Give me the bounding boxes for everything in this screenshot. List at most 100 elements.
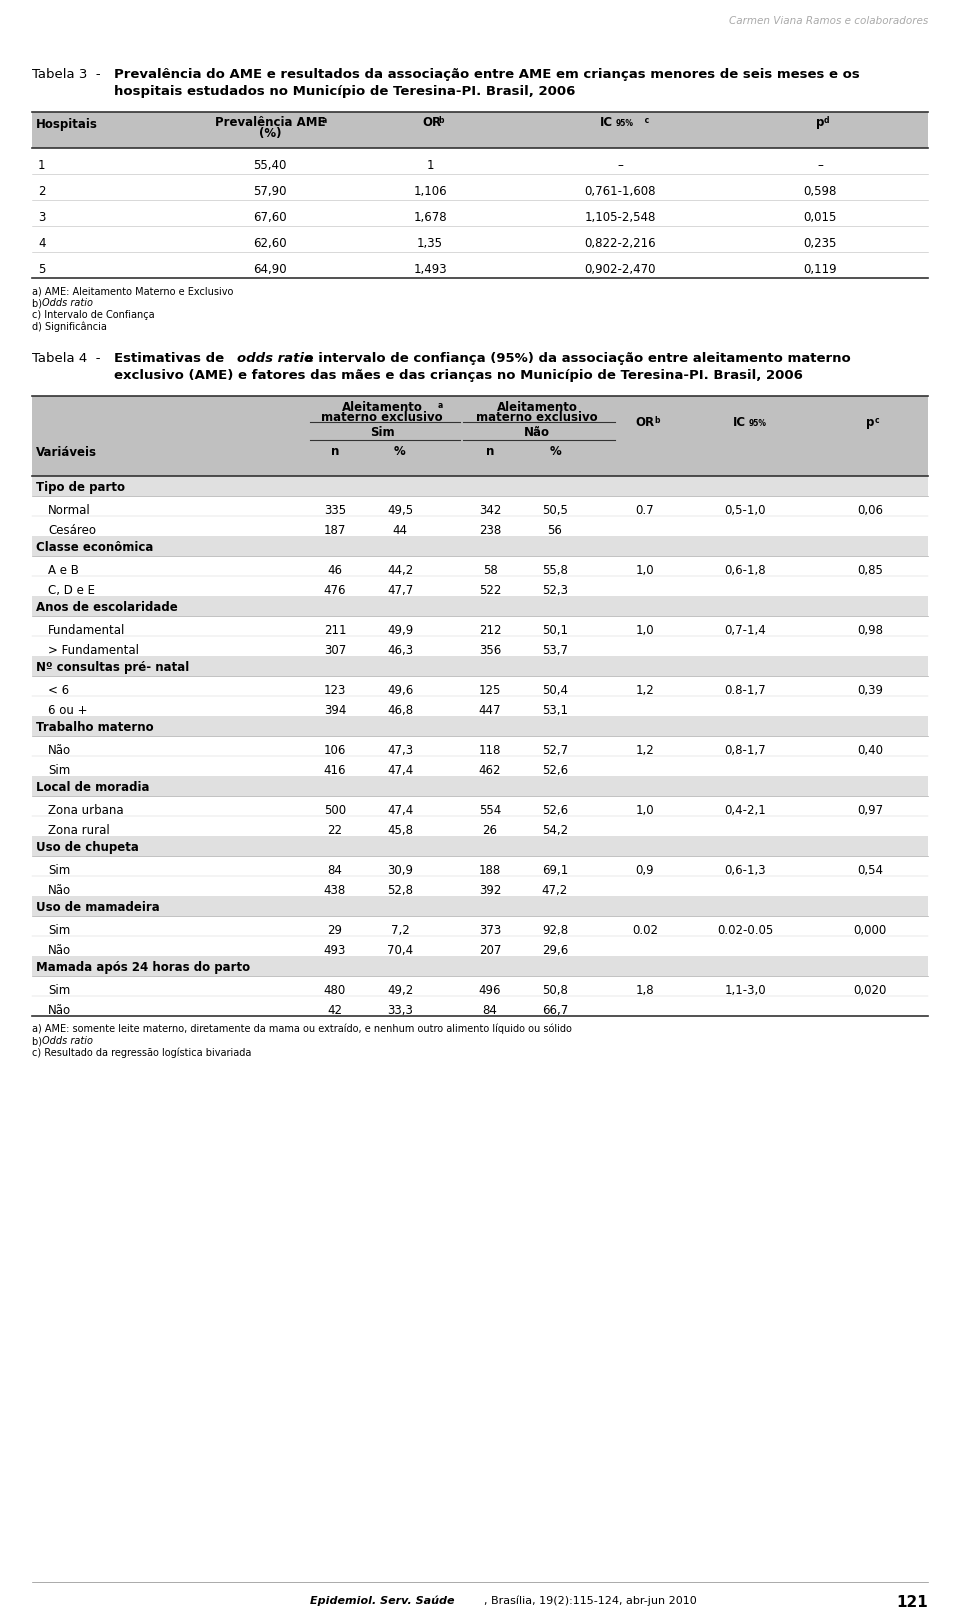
Text: Tabela 4  -: Tabela 4 - [32, 352, 109, 365]
Text: 0,8-1,7: 0,8-1,7 [724, 744, 766, 756]
Text: 26: 26 [483, 824, 497, 837]
Text: 187: 187 [324, 524, 347, 537]
Bar [32, 656, 928, 676]
Text: 53,1: 53,1 [542, 703, 568, 718]
Text: 522: 522 [479, 584, 501, 597]
Text: 67,60: 67,60 [253, 211, 287, 224]
Text: Mamada após 24 horas do parto: Mamada após 24 horas do parto [36, 961, 251, 974]
Text: –: – [817, 160, 823, 173]
Text: 5: 5 [38, 263, 45, 276]
Text: Tabela 3  -: Tabela 3 - [32, 68, 109, 81]
Text: 1,2: 1,2 [636, 744, 655, 756]
Text: a: a [438, 402, 444, 410]
Text: 356: 356 [479, 644, 501, 656]
Text: 207: 207 [479, 944, 501, 957]
Text: odds ratio: odds ratio [237, 352, 313, 365]
Text: 66,7: 66,7 [541, 1003, 568, 1018]
Text: Uso de mamadeira: Uso de mamadeira [36, 902, 159, 915]
Text: 52,7: 52,7 [542, 744, 568, 756]
Text: 50,4: 50,4 [542, 684, 568, 697]
Text: 64,90: 64,90 [253, 263, 287, 276]
Text: 46,3: 46,3 [387, 644, 413, 656]
Text: 1,8: 1,8 [636, 984, 655, 997]
Bar [32, 776, 928, 795]
Text: 22: 22 [327, 824, 343, 837]
Bar [32, 397, 928, 476]
Text: 55,8: 55,8 [542, 565, 568, 577]
Text: 0,97: 0,97 [857, 803, 883, 818]
Text: 0,6-1,8: 0,6-1,8 [724, 565, 766, 577]
Text: 3: 3 [38, 211, 45, 224]
Text: Zona rural: Zona rural [48, 824, 109, 837]
Text: 42: 42 [327, 1003, 343, 1018]
Text: 0,761-1,608: 0,761-1,608 [585, 185, 656, 198]
Text: 0,4-2,1: 0,4-2,1 [724, 803, 766, 818]
Text: C, D e E: C, D e E [48, 584, 95, 597]
Text: 0,6-1,3: 0,6-1,3 [724, 865, 766, 877]
Text: 1,678: 1,678 [413, 211, 446, 224]
Text: Sim: Sim [370, 426, 395, 439]
Text: n: n [486, 445, 494, 458]
Text: IC: IC [600, 116, 613, 129]
Text: Não: Não [48, 884, 71, 897]
Text: 49,5: 49,5 [387, 503, 413, 518]
Text: Fundamental: Fundamental [48, 624, 126, 637]
Text: 46,8: 46,8 [387, 703, 413, 718]
Text: %: % [395, 445, 406, 458]
Text: 69,1: 69,1 [541, 865, 568, 877]
Text: 0,7-1,4: 0,7-1,4 [724, 624, 766, 637]
Text: Não: Não [48, 744, 71, 756]
Text: Classe econômica: Classe econômica [36, 540, 154, 553]
Text: 0,39: 0,39 [857, 684, 883, 697]
Text: 84: 84 [483, 1003, 497, 1018]
Text: 1,106: 1,106 [413, 185, 446, 198]
Text: 52,6: 52,6 [542, 803, 568, 818]
Text: d: d [824, 116, 829, 124]
Text: 58: 58 [483, 565, 497, 577]
Text: 392: 392 [479, 884, 501, 897]
Text: Variáveis: Variáveis [36, 447, 97, 460]
Text: Tipo de parto: Tipo de parto [36, 481, 125, 494]
Text: 1: 1 [38, 160, 45, 173]
Text: 2: 2 [38, 185, 45, 198]
Text: 1,493: 1,493 [413, 263, 446, 276]
Text: exclusivo (AME) e fatores das mães e das crianças no Município de Teresina-PI. B: exclusivo (AME) e fatores das mães e das… [114, 369, 803, 382]
Bar [32, 957, 928, 976]
Bar [32, 111, 928, 148]
Text: 7,2: 7,2 [391, 924, 409, 937]
Text: 44: 44 [393, 524, 407, 537]
Text: 33,3: 33,3 [387, 1003, 413, 1018]
Text: 335: 335 [324, 503, 346, 518]
Text: 0,235: 0,235 [804, 237, 837, 250]
Text: p: p [816, 116, 825, 129]
Text: hospitais estudados no Município de Teresina-PI. Brasil, 2006: hospitais estudados no Município de Tere… [114, 85, 575, 98]
Text: 0,40: 0,40 [857, 744, 883, 756]
Text: 0,822-2,216: 0,822-2,216 [585, 237, 656, 250]
Text: 212: 212 [479, 624, 501, 637]
Text: 118: 118 [479, 744, 501, 756]
Bar [32, 836, 928, 857]
Text: Não: Não [48, 944, 71, 957]
Text: Epidemiol. Serv. Saúde: Epidemiol. Serv. Saúde [310, 1595, 454, 1605]
Text: Hospitais: Hospitais [36, 118, 98, 131]
Text: Sim: Sim [48, 924, 70, 937]
Text: 0,06: 0,06 [857, 503, 883, 518]
Text: 462: 462 [479, 765, 501, 777]
Text: 188: 188 [479, 865, 501, 877]
Text: Cesáreo: Cesáreo [48, 524, 96, 537]
Text: 45,8: 45,8 [387, 824, 413, 837]
Text: 55,40: 55,40 [253, 160, 287, 173]
Text: c: c [642, 116, 649, 124]
Text: 44,2: 44,2 [387, 565, 413, 577]
Text: 416: 416 [324, 765, 347, 777]
Text: b: b [654, 416, 660, 424]
Text: 1,0: 1,0 [636, 624, 655, 637]
Text: 0.02-0.05: 0.02-0.05 [717, 924, 773, 937]
Text: 50,8: 50,8 [542, 984, 568, 997]
Text: 394: 394 [324, 703, 347, 718]
Text: Prevalência do AME e resultados da associação entre AME em crianças menores de s: Prevalência do AME e resultados da assoc… [114, 68, 860, 81]
Text: Sim: Sim [48, 984, 70, 997]
Text: 92,8: 92,8 [542, 924, 568, 937]
Text: 29: 29 [327, 924, 343, 937]
Text: 70,4: 70,4 [387, 944, 413, 957]
